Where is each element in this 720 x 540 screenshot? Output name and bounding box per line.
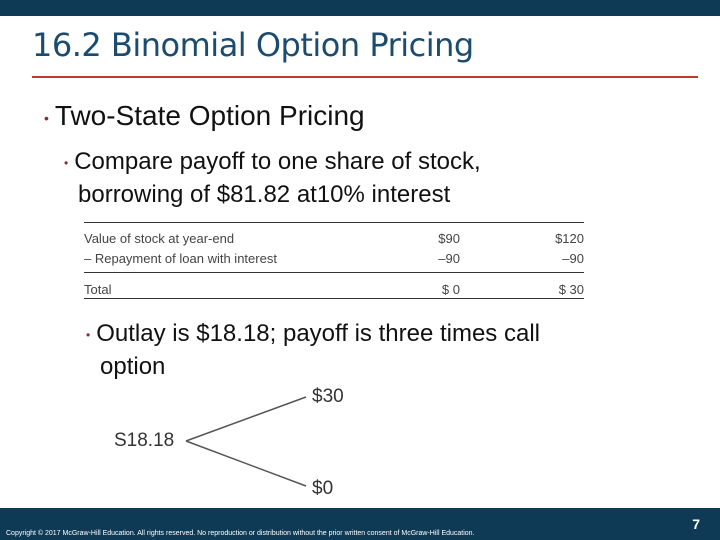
bullet-marker: • [86, 327, 91, 342]
up-branch [185, 396, 307, 442]
tree-branches [185, 396, 307, 487]
copyright-text: Copyright © 2017 McGraw-Hill Education. … [6, 530, 475, 537]
cell-value: $90 [438, 231, 460, 246]
bullet-level2-text-line2: borrowing of $81.82 at10% interest [78, 180, 451, 208]
down-branch [185, 440, 307, 487]
tree-down-node: $0 [312, 478, 334, 499]
title-underline [32, 76, 698, 78]
row-label: Value of stock at year-end [84, 231, 235, 246]
bullet-level1-text: Two-State Option Pricing [54, 100, 365, 131]
tree-up-node: $30 [312, 386, 344, 407]
page-number: 7 [692, 516, 700, 532]
row-label: – Repayment of loan with interest [84, 251, 277, 266]
table-top-rule [84, 222, 584, 223]
bullet-level3-text-line1: Outlay is $18.18; payoff is three times … [96, 320, 540, 347]
bullet-level1: • Two-State Option Pricing [44, 100, 365, 132]
table-total-rule [84, 272, 584, 273]
total-value: $ 30 [558, 282, 584, 297]
table-total-row: Total $ 0 $ 30 [84, 282, 584, 300]
total-label: Total [84, 282, 112, 297]
cell-value: –90 [562, 251, 584, 266]
header-bar [0, 0, 720, 16]
table-row: – Repayment of loan with interest –90 –9… [84, 251, 584, 269]
total-value: $ 0 [441, 282, 460, 297]
bullet-level2-text-line1: Compare payoff to one share of stock, [74, 148, 481, 175]
slide-title: 16.2 Binomial Option Pricing [32, 26, 474, 64]
table-bottom-rule [84, 298, 584, 299]
footer-bar: Copyright © 2017 McGraw-Hill Education. … [0, 508, 720, 540]
cell-value: $120 [555, 231, 584, 246]
bullet-level3-text-line2: option [100, 352, 166, 380]
bullet-level3: • Outlay is $18.18; payoff is three times… [86, 318, 540, 383]
cell-value: –90 [438, 251, 460, 266]
tree-root-node: S18.18 [114, 430, 175, 451]
bullet-level2: • Compare payoff to one share of stock, b… [64, 146, 481, 211]
table-row: Value of stock at year-end $90 $120 [84, 231, 584, 249]
bullet-marker: • [64, 155, 69, 170]
binomial-tree: S18.18 $30 $0 [110, 380, 370, 500]
bullet-marker: • [44, 109, 49, 126]
